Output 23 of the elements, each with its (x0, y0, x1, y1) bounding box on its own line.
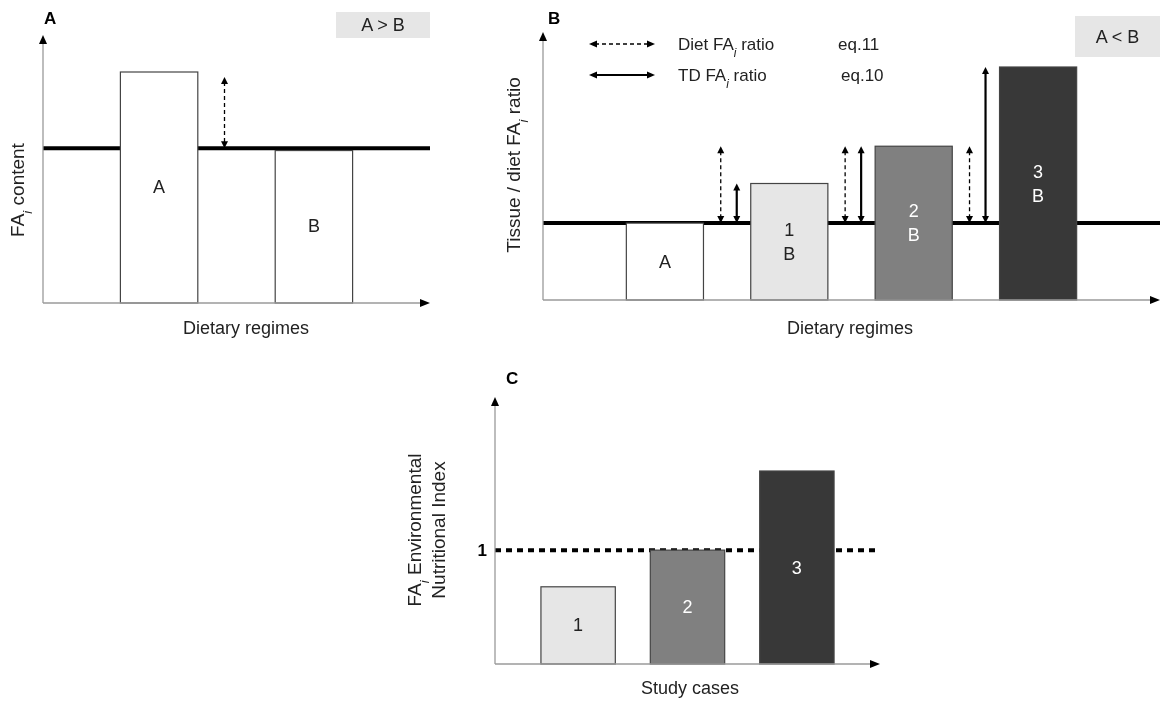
bar (874, 145, 953, 301)
chart-title: C (506, 369, 519, 388)
chart-title: B (548, 9, 561, 28)
annotation: eq.10 (841, 66, 884, 85)
text: eq.11 (838, 35, 880, 54)
annotation: TD FA$_{i}$ ratio (678, 66, 767, 91)
x-tick-label: 2 (682, 597, 693, 618)
chart-title: A (44, 9, 57, 28)
x-axis-title: Study cases (640, 678, 740, 698)
x-tick-label: 2 B (907, 201, 920, 246)
text: A > B (361, 15, 405, 35)
x-tick-label: 3 (791, 557, 802, 578)
bar (998, 66, 1078, 301)
text: Diet FA$_{i}$ ratio (678, 35, 775, 60)
ref-line-label: 1 (477, 541, 487, 561)
bar (750, 182, 829, 301)
x-axis-title: Dietary regimes (786, 318, 914, 338)
bar (625, 222, 705, 301)
text: A < B (1095, 26, 1140, 47)
x-tick-label: B (307, 215, 320, 236)
x-tick-label: 3 B (1032, 161, 1045, 206)
x-axis-title: Dietary regimes (182, 318, 310, 338)
x-tick-label: 1 B (783, 219, 796, 264)
